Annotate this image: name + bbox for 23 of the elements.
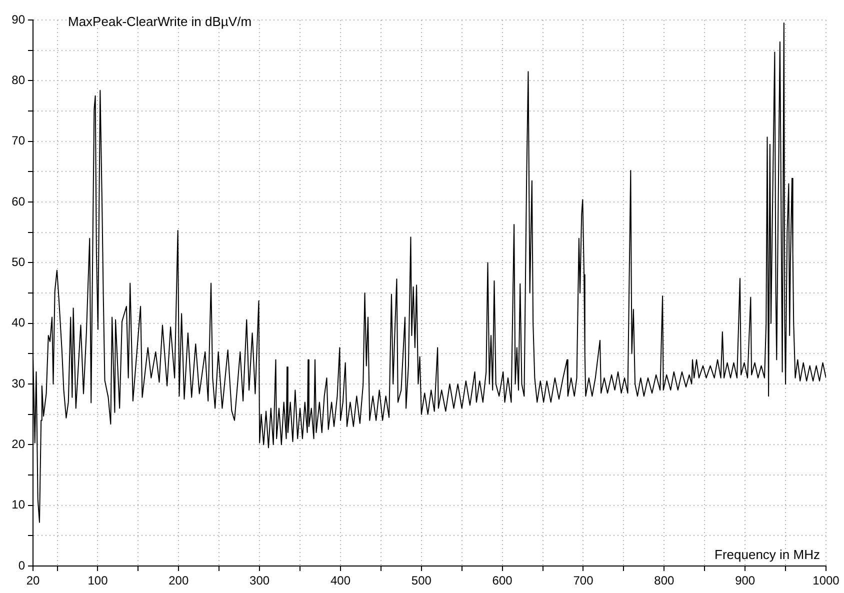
y-tick-label: 10 [12, 498, 26, 512]
x-tick-label: 300 [250, 574, 270, 588]
x-tick-label: 700 [573, 574, 594, 588]
x-tick-label: 500 [411, 574, 432, 588]
x-tick-label: 600 [492, 574, 513, 588]
y-tick-label: 60 [12, 194, 26, 208]
y-tick-label: 50 [12, 254, 26, 269]
y-tick-label: 20 [12, 436, 26, 451]
x-tick-label: 100 [88, 574, 108, 588]
x-tick-label: 20 [26, 574, 40, 588]
x-tick-label: 200 [168, 574, 189, 588]
y-tick-label: 80 [12, 72, 26, 87]
y-tick-label: 30 [12, 376, 26, 390]
y-tick-label: 70 [12, 134, 26, 148]
x-tick-label: 800 [654, 574, 674, 588]
x-axis-title: Frequency in MHz [714, 547, 820, 562]
y-tick-label: 90 [12, 12, 26, 26]
y-tick-label: 0 [18, 558, 26, 572]
x-tick-label: 400 [330, 574, 351, 588]
y-axis-title: MaxPeak-ClearWrite in dBµV/m [68, 14, 252, 30]
x-tick-label: 1000 [812, 574, 840, 588]
y-tick-label: 40 [12, 316, 26, 330]
x-tick-label: 900 [735, 574, 756, 588]
